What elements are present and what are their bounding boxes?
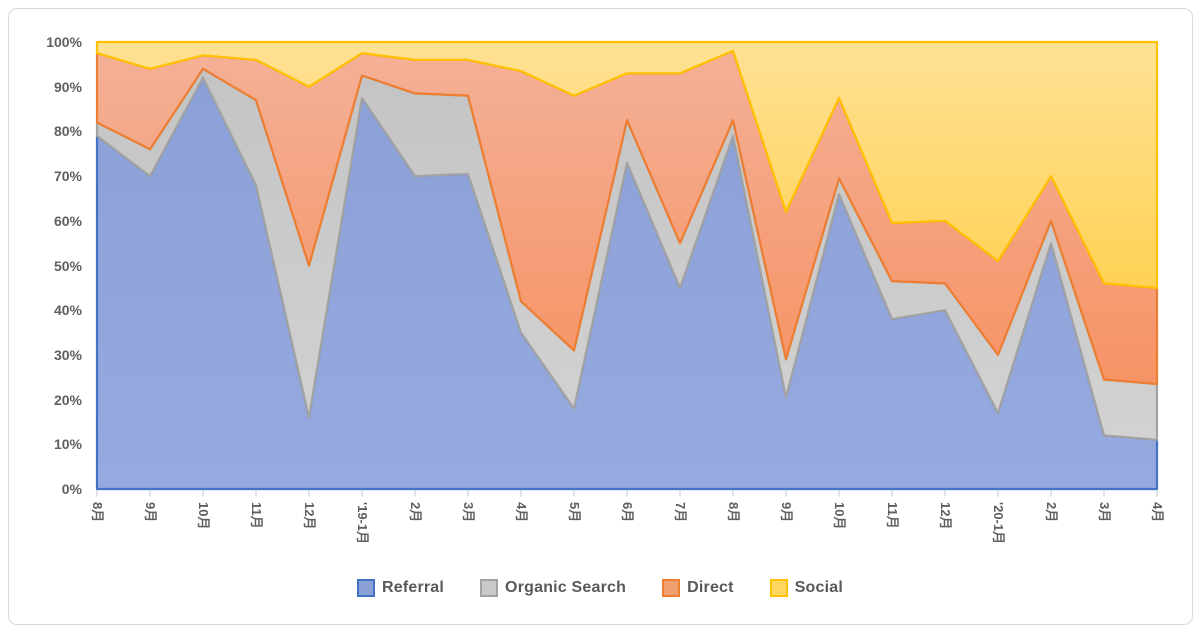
x-axis-label: '20-1月	[991, 502, 1006, 545]
x-axis-ticks	[96, 490, 1158, 497]
legend-label: Direct	[687, 579, 734, 596]
legend-swatch-direct	[662, 579, 681, 597]
legend-item-direct[interactable]: Direct	[662, 579, 734, 597]
x-axis-label: 4月	[514, 502, 529, 523]
x-axis-label: 9月	[779, 502, 794, 523]
y-axis-label: 60%	[53, 212, 82, 229]
x-axis-label: 11月	[249, 502, 264, 529]
y-axis-label: 20%	[53, 391, 82, 408]
x-axis-label: 12月	[938, 502, 953, 530]
series-area-social[interactable]	[95, 40, 1159, 289]
x-axis-label: 5月	[567, 502, 582, 523]
y-axis-label: 100%	[46, 34, 82, 50]
legend-item-organic-search[interactable]: Organic Search	[480, 579, 626, 597]
x-axis-label: 12月	[302, 502, 317, 530]
x-axis-label: 8月	[90, 502, 105, 523]
x-axis-label: 3月	[1097, 502, 1112, 523]
y-axis-label: 90%	[53, 78, 82, 95]
legend-item-referral[interactable]: Referral	[356, 579, 445, 597]
x-axis-label: 2月	[1044, 502, 1059, 523]
legend-item-social[interactable]: Social	[769, 579, 844, 597]
y-axis-label: 80%	[53, 123, 82, 140]
legend-label: Social	[794, 579, 844, 596]
plot-area	[95, 40, 1159, 491]
y-axis-label: 0%	[61, 481, 82, 497]
x-axis-label: 11月	[885, 502, 900, 529]
x-axis-label: 4月	[1150, 502, 1165, 523]
chart-legend: Referral Organic Search Direct Social	[0, 579, 1200, 597]
legend-swatch-social	[769, 579, 788, 597]
x-axis-label: 9月	[143, 502, 158, 523]
y-axis-label: 70%	[53, 168, 82, 185]
legend-label: Organic Search	[505, 579, 627, 596]
x-axis-label: '19-1月	[355, 502, 370, 545]
y-axis-label: 50%	[53, 257, 82, 274]
x-axis-label: 10月	[832, 502, 847, 530]
x-axis-label: 8月	[726, 502, 741, 523]
legend-swatch-referral	[356, 579, 375, 597]
legend-label: Referral	[381, 579, 445, 596]
y-axis-label: 10%	[53, 436, 82, 453]
x-axis-label: 7月	[673, 502, 688, 523]
y-axis-label: 40%	[53, 302, 82, 319]
x-axis-label: 2月	[408, 502, 423, 523]
y-axis-label: 30%	[53, 346, 82, 363]
x-axis-label: 3月	[461, 502, 476, 523]
legend-swatch-organic-search	[480, 579, 499, 597]
x-axis-label: 10月	[196, 502, 211, 530]
x-axis-label: 6月	[620, 502, 635, 523]
